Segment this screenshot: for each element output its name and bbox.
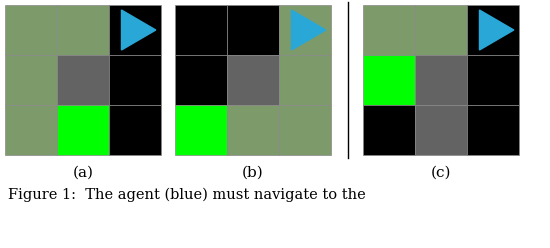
Bar [175, 105, 227, 155]
Bar [5, 55, 57, 105]
Bar [363, 105, 415, 155]
Bar [5, 5, 57, 55]
Bar [415, 55, 467, 105]
Bar [57, 105, 109, 155]
Bar [109, 105, 161, 155]
Bar [227, 105, 279, 155]
Polygon shape [122, 10, 156, 50]
Bar [279, 5, 331, 55]
Bar [363, 55, 415, 105]
Bar [175, 55, 227, 105]
Bar [57, 5, 109, 55]
Bar [5, 105, 57, 155]
Bar [227, 55, 279, 105]
Text: Figure 1:  The agent (blue) must navigate to the: Figure 1: The agent (blue) must navigate… [8, 188, 366, 202]
Bar [363, 5, 415, 55]
Text: (c): (c) [431, 166, 451, 180]
Polygon shape [480, 10, 514, 50]
Text: (a): (a) [73, 166, 94, 180]
Bar [467, 105, 519, 155]
Bar [467, 5, 519, 55]
Bar [279, 105, 331, 155]
Bar [109, 55, 161, 105]
Polygon shape [292, 10, 326, 50]
Bar [279, 55, 331, 105]
Bar [415, 5, 467, 55]
Bar [415, 105, 467, 155]
Bar [175, 5, 227, 55]
Text: (b): (b) [242, 166, 264, 180]
Bar [57, 55, 109, 105]
Bar [467, 55, 519, 105]
Bar [227, 5, 279, 55]
Bar [109, 5, 161, 55]
